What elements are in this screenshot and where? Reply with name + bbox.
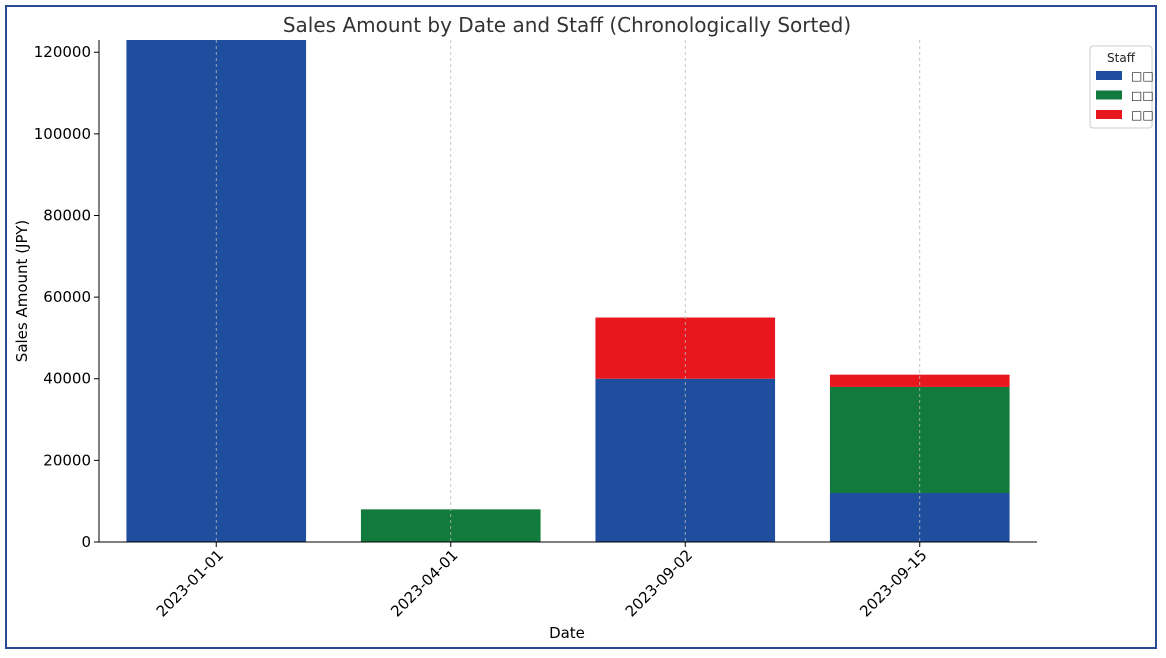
y-tick-label: 40000 <box>43 370 91 388</box>
legend[interactable]: Staff □□ □□ □□ <box>1089 45 1154 129</box>
x-tick-label: 2023-04-01 <box>387 546 461 620</box>
chart-title: Sales Amount by Date and Staff (Chronolo… <box>283 13 851 37</box>
legend-swatch-1 <box>1096 71 1122 80</box>
x-axis-label: Date <box>549 624 585 642</box>
x-axis-ticks: 2023-01-01 2023-04-01 2023-09-02 2023-09-15 <box>153 542 931 620</box>
x-tick-label: 2023-09-02 <box>622 546 696 620</box>
y-tick-label: 100000 <box>34 125 91 143</box>
y-tick-label: 20000 <box>43 451 91 469</box>
grid-lines <box>215 40 921 542</box>
legend-swatch-2 <box>1096 90 1122 100</box>
bars <box>126 40 1010 542</box>
bar-2023-01-01-series-1 <box>126 40 307 542</box>
legend-swatch-3 <box>1096 110 1122 119</box>
y-tick-label: 80000 <box>43 206 91 224</box>
y-tick-label: 0 <box>81 533 91 551</box>
y-axis-label: Sales Amount (JPY) <box>13 220 31 362</box>
legend-label-2: □□ <box>1131 89 1154 103</box>
legend-label-3: □□ <box>1131 108 1154 122</box>
x-tick-label: 2023-01-01 <box>153 546 227 620</box>
y-axis-ticks: 0 20000 40000 60000 80000 100000 120000 <box>34 43 99 551</box>
bar-2023-09-15-series-3 <box>829 374 1010 387</box>
x-tick-label: 2023-09-15 <box>856 546 930 620</box>
legend-label-1: □□ <box>1131 69 1154 83</box>
legend-title: Staff <box>1107 51 1136 65</box>
chart-frame <box>5 5 1157 649</box>
legend-items: □□ □□ □□ <box>1096 69 1154 122</box>
y-tick-label: 60000 <box>43 288 91 306</box>
y-tick-label: 120000 <box>34 43 91 61</box>
bar-2023-09-15-series-2 <box>829 386 1010 494</box>
legend-box <box>1089 45 1153 129</box>
